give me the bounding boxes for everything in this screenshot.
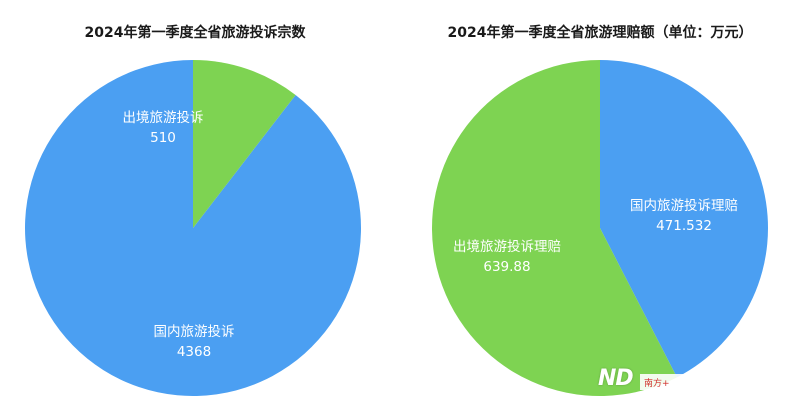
slice-domestic-complaints bbox=[24, 60, 361, 397]
slice-outbound-complaints bbox=[193, 59, 296, 228]
watermark-logo: ND 南方+ bbox=[598, 366, 710, 394]
slice-outbound-complaints-label: 出境旅游投诉 bbox=[123, 110, 204, 126]
slice-outbound-compensation-label: 出境旅游投诉理赔 bbox=[453, 239, 561, 255]
slice-outbound-complaints-value: 510 bbox=[150, 130, 176, 146]
chart-title-complaints: 2024年第一季度全省旅游投诉宗数 bbox=[84, 25, 306, 41]
watermark-mark: ND bbox=[598, 366, 634, 391]
slice-outbound-compensation bbox=[431, 60, 677, 397]
watermark-bar bbox=[640, 374, 710, 390]
slice-domestic-compensation-label: 国内旅游投诉理赔 bbox=[630, 198, 738, 214]
watermark-text: 南方+ bbox=[644, 379, 670, 389]
slice-domestic-compensation bbox=[600, 60, 768, 378]
slice-domestic-compensation-value: 471.532 bbox=[656, 218, 712, 234]
slice-domestic-complaints-label: 国内旅游投诉 bbox=[154, 324, 235, 340]
slice-domestic-complaints-value: 4368 bbox=[177, 344, 211, 360]
chart-title-compensation: 2024年第一季度全省旅游理赔额（单位：万元） bbox=[447, 25, 753, 41]
slice-outbound-compensation-value: 639.88 bbox=[483, 259, 530, 275]
